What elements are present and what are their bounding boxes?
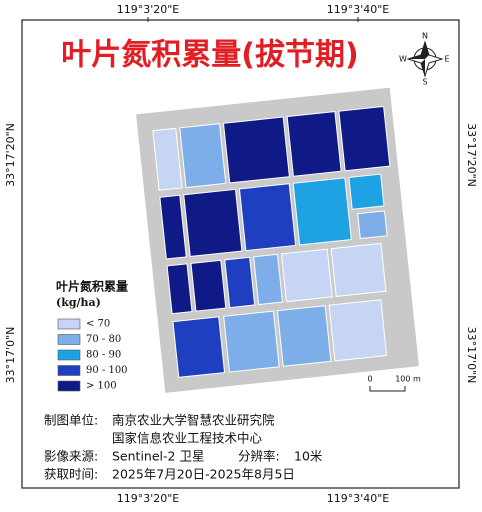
info-value: 国家信息农业工程技术中心: [112, 431, 263, 446]
info-value: 10米: [294, 449, 323, 464]
info-value: 2025年7月20日-2025年8月5日: [112, 467, 295, 482]
compass-label: S: [422, 78, 427, 87]
compass-label: N: [422, 32, 428, 41]
field: [328, 299, 388, 362]
coord-label: 119°3'40"E: [327, 3, 390, 16]
field: [190, 259, 227, 312]
coord-label: 119°3'20"E: [117, 3, 180, 16]
legend-swatch: [57, 334, 81, 345]
field: [280, 248, 333, 303]
legend-label: < 70: [86, 319, 110, 330]
info-label: 影像来源:: [44, 449, 98, 464]
map-title: 叶片氮积累量(拔节期): [61, 38, 358, 73]
legend-label: > 100: [86, 381, 117, 392]
info-value: Sentinel-2 卫星: [112, 449, 204, 464]
info-label: 制图单位:: [44, 413, 98, 428]
coord-label: 119°3'40"E: [327, 492, 390, 505]
field-map: [136, 87, 419, 393]
field: [292, 177, 352, 246]
field: [152, 127, 183, 191]
compass-label: W: [399, 55, 407, 64]
field: [338, 105, 391, 172]
info-label: 获取时间:: [44, 467, 98, 482]
compass-fill: [408, 42, 429, 76]
field: [330, 242, 387, 297]
field: [357, 210, 388, 240]
field: [224, 256, 256, 309]
legend-label: 80 - 90: [86, 350, 121, 361]
legend-swatch: [57, 349, 81, 361]
scale-label: 100 m: [395, 375, 421, 384]
scale-label: 0: [367, 375, 372, 384]
field: [166, 263, 193, 315]
field: [348, 173, 385, 210]
legend-swatch: [57, 318, 81, 330]
scale-line: [369, 386, 406, 392]
field: [238, 183, 297, 252]
field: [222, 116, 290, 184]
legend-unit: (kg/ha): [56, 296, 101, 309]
legend-label: 70 - 80: [86, 334, 121, 345]
coord-label: 33°17'0"N: [4, 327, 17, 384]
field: [253, 253, 284, 306]
compass-label: E: [444, 55, 449, 64]
legend-label: 90 - 100: [86, 365, 128, 376]
field: [286, 111, 342, 177]
info-value: 南京农业大学智慧农业研究院: [112, 413, 275, 428]
north-arrow: [406, 40, 444, 78]
coord-label: 119°3'20"E: [117, 492, 180, 505]
field: [172, 316, 226, 378]
field: [276, 305, 332, 367]
legend: 叶片氮积累量 (kg/ha) < 70 70 - 80 80 - 90 90 - 10…: [56, 279, 128, 392]
field: [179, 123, 227, 189]
coord-label: 33°17'0"N: [465, 327, 478, 384]
coord-label: 33°17'20"N: [465, 123, 478, 187]
field: [159, 194, 187, 260]
field: [223, 310, 280, 373]
coord-label: 33°17'20"N: [4, 123, 17, 187]
scale-bar: [369, 386, 406, 392]
legend-swatch: [57, 380, 81, 392]
info-label: 分辨率:: [238, 449, 280, 464]
legend-title: 叶片氮积累量: [56, 279, 128, 294]
legend-swatch: [57, 365, 81, 376]
field: [183, 188, 243, 258]
